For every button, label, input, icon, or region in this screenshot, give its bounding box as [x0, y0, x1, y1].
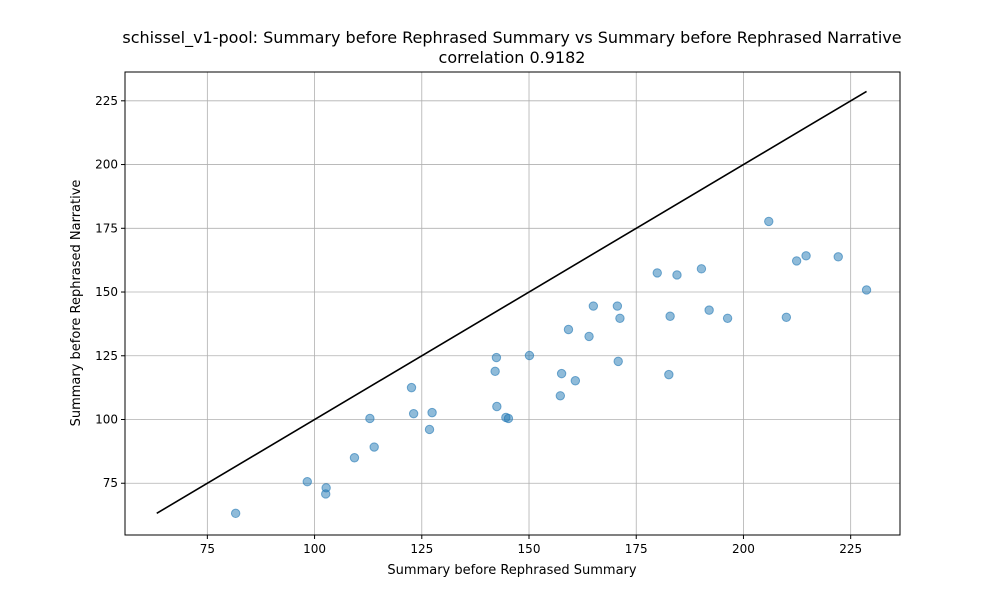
- scatter-point: [503, 413, 514, 424]
- scatter-point: [524, 350, 535, 361]
- chart-title: schissel_v1-pool: Summary before Rephras…: [122, 28, 901, 48]
- scatter-points: [230, 216, 872, 519]
- x-tick-label: 200: [732, 542, 755, 556]
- identity-line: [156, 90, 867, 515]
- scatter-point: [791, 256, 802, 266]
- scatter-point: [665, 311, 675, 321]
- scatter-point: [424, 424, 435, 435]
- scatter-point: [490, 366, 500, 377]
- scatter-point: [555, 391, 566, 401]
- scatter-point: [563, 324, 574, 335]
- grid: [125, 72, 900, 535]
- chart-subtitle: correlation 0.9182: [439, 48, 586, 67]
- x-axis-label: Summary before Rephrased Summary: [387, 563, 636, 578]
- x-tick-label: 125: [410, 542, 433, 556]
- scatter-point: [613, 356, 623, 367]
- scatter-point: [801, 251, 811, 261]
- scatter-point: [781, 312, 792, 322]
- scatter-point: [349, 453, 360, 463]
- scatter-point: [704, 305, 714, 315]
- scatter-point: [302, 477, 312, 487]
- scatter-point: [427, 407, 437, 418]
- scatter-point: [588, 301, 599, 311]
- x-tick-label: 75: [200, 542, 215, 556]
- scatter-point: [615, 313, 625, 323]
- scatter-point: [492, 401, 502, 412]
- y-tick-label: 225: [95, 94, 118, 108]
- scatter-point: [672, 270, 682, 280]
- x-tick-label: 150: [518, 542, 541, 556]
- scatter-point: [230, 508, 241, 519]
- scatter-point: [664, 369, 674, 380]
- x-tick-label: 100: [303, 542, 326, 556]
- reference-line-layer: [156, 90, 867, 515]
- x-axis-ticks: 75 100 125 150 175 200 225: [200, 535, 862, 556]
- plot-frame: [124, 71, 901, 536]
- scatter-point: [321, 483, 331, 493]
- y-tick-label: 175: [95, 221, 118, 235]
- scatter-point: [652, 268, 662, 278]
- y-tick-label: 100: [95, 413, 118, 427]
- scatter-point: [491, 352, 502, 363]
- scatter-point: [408, 408, 419, 419]
- scatter-point: [612, 301, 623, 311]
- scatter-point: [584, 331, 594, 342]
- scatter-point: [365, 413, 375, 424]
- y-axis-label: Summary before Rephrased Narrative: [69, 180, 84, 427]
- y-tick-label: 150: [95, 285, 118, 299]
- scatter-point: [861, 285, 872, 295]
- y-tick-label: 75: [103, 476, 118, 490]
- scatter-point: [406, 382, 417, 393]
- scatter-point: [369, 442, 379, 452]
- x-tick-label: 225: [839, 542, 862, 556]
- y-tick-label: 200: [95, 158, 118, 172]
- scatter-point: [556, 368, 567, 379]
- scatter-point: [570, 376, 581, 386]
- scatter-point: [764, 216, 774, 227]
- y-tick-label: 125: [95, 349, 118, 363]
- scatter-point: [722, 313, 733, 323]
- y-axis-ticks: 75 100 125 150 175 200 225: [95, 94, 125, 490]
- scatter-point: [696, 264, 707, 274]
- scatter-point: [833, 252, 843, 262]
- x-tick-label: 175: [625, 542, 648, 556]
